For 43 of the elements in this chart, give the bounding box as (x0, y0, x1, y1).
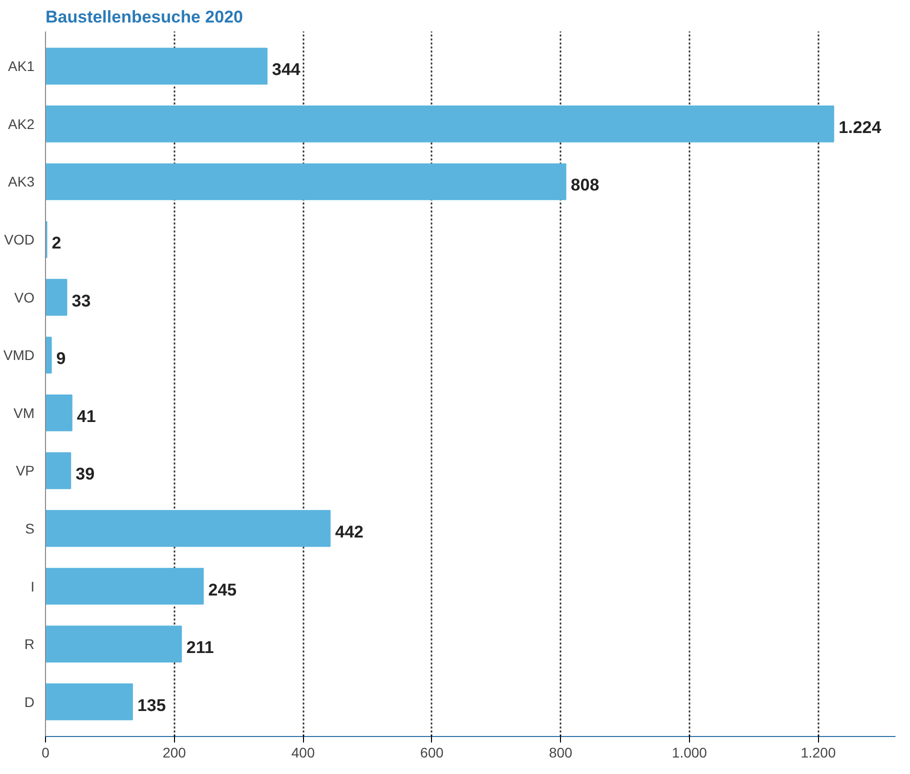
x-tick-label: 800 (548, 744, 573, 760)
data-label: 33 (72, 291, 91, 310)
bar (46, 683, 133, 720)
data-label: 41 (76, 406, 96, 426)
bar (46, 163, 566, 200)
y-tick-label: VM (14, 404, 34, 421)
data-label: 442 (335, 522, 364, 542)
y-tick-label: VP (16, 462, 35, 479)
chart-title: Baustellenbesuche 2020 (46, 8, 243, 26)
bar (46, 48, 268, 85)
bar (46, 106, 834, 142)
bar (46, 278, 68, 316)
y-tick-label: VOD (4, 232, 35, 248)
y-tick-label: AK1 (8, 58, 35, 74)
y-tick-label: VMD (3, 347, 35, 364)
x-tick-label: 600 (420, 744, 444, 760)
data-label: 245 (208, 580, 237, 600)
data-label: 135 (137, 696, 166, 715)
y-tick-label: VO (14, 289, 35, 306)
bar (46, 336, 52, 374)
data-label: 9 (56, 349, 66, 368)
data-label: 39 (76, 464, 95, 484)
x-tick-label: 1.000 (672, 744, 708, 760)
data-label: 1.224 (838, 118, 882, 137)
data-label: 344 (272, 60, 301, 80)
data-label: 2 (52, 234, 62, 253)
y-tick-label: AK3 (8, 174, 35, 190)
x-tick-label: 400 (291, 744, 315, 760)
y-tick-label: I (30, 578, 34, 594)
bar (46, 394, 72, 432)
bar (46, 626, 182, 662)
data-label: 808 (570, 176, 600, 195)
bar (46, 452, 72, 490)
bar (46, 510, 331, 547)
y-tick-label: D (24, 694, 35, 710)
y-tick-label: AK2 (8, 116, 35, 132)
y-tick-label: S (25, 520, 35, 536)
data-label: 211 (186, 638, 214, 658)
y-tick-label: R (24, 636, 35, 652)
x-tick-label: 200 (162, 744, 186, 760)
x-tick-label: 1.200 (800, 744, 836, 760)
bar (46, 568, 204, 605)
x-tick-label: 0 (42, 744, 50, 760)
